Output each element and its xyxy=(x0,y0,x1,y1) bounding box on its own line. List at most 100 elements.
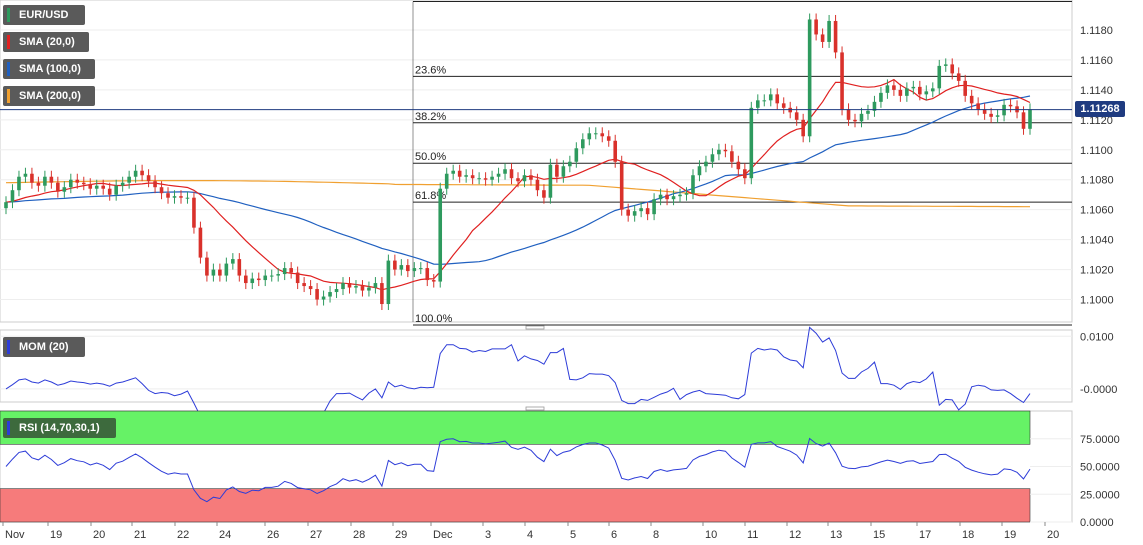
mom-tag[interactable]: MOM (20) xyxy=(3,337,85,357)
rsi-color-bar xyxy=(7,421,10,435)
x-tick-label: 10 xyxy=(705,529,717,541)
candle-body xyxy=(885,85,890,93)
candle-body xyxy=(341,283,345,290)
candle-body xyxy=(250,278,255,284)
candle-body xyxy=(88,184,93,189)
candle-body xyxy=(30,173,34,183)
candle-body xyxy=(75,179,80,183)
x-tick-label: 11 xyxy=(747,529,758,541)
x-tick-label: 5 xyxy=(570,529,576,541)
candle-body xyxy=(730,151,734,162)
sma100-tag[interactable]: SMA (100,0) xyxy=(3,59,95,79)
candle-body xyxy=(470,175,475,179)
mom-tick-label: 0.0100 xyxy=(1080,331,1114,343)
sma100-label: SMA (100,0) xyxy=(19,63,81,75)
candle-body xyxy=(956,73,961,81)
candle-body xyxy=(231,259,235,264)
candle-body xyxy=(892,85,896,90)
candle-body xyxy=(989,113,993,117)
rsi-tick-label: 75.0000 xyxy=(1080,434,1120,446)
price-tick-label: 1.1120 xyxy=(1080,115,1113,127)
candle-body xyxy=(483,178,488,180)
candle-body xyxy=(140,170,144,176)
candle-body xyxy=(969,95,974,104)
candle-body xyxy=(49,176,54,183)
candle-body xyxy=(347,283,352,288)
candle-body xyxy=(224,263,229,276)
sma20-color-bar xyxy=(7,35,10,49)
candle-body xyxy=(905,88,909,96)
candle-body xyxy=(833,20,838,53)
candle-body xyxy=(1028,109,1032,129)
candle-body xyxy=(626,209,630,216)
candle-body xyxy=(10,190,15,203)
x-tick-label: 13 xyxy=(830,529,842,541)
candle-body xyxy=(684,193,689,195)
candle-body xyxy=(555,164,559,177)
fib-label: 23.6% xyxy=(415,64,446,76)
candle-body xyxy=(56,182,60,192)
candle-body xyxy=(289,268,293,273)
x-tick-label: 20 xyxy=(93,529,105,541)
rsi-tag[interactable]: RSI (14,70,30,1) xyxy=(3,418,116,438)
mom-panel-bg xyxy=(0,329,1073,403)
candle-body xyxy=(412,268,417,272)
candle-body xyxy=(399,265,404,270)
candle-body xyxy=(645,208,650,215)
x-tick-label: 12 xyxy=(789,529,801,541)
x-tick-label: Dec xyxy=(433,529,453,541)
candle-body xyxy=(781,103,786,108)
candle-body xyxy=(918,86,922,95)
price-panel-bg xyxy=(0,0,1073,323)
candle-body xyxy=(127,176,131,183)
candle-body xyxy=(393,260,397,270)
x-tick-label: Nov xyxy=(5,529,25,541)
rsi-line xyxy=(5,437,1031,503)
candle-body xyxy=(36,182,41,186)
x-tick-label: 18 xyxy=(962,529,974,541)
candle-body xyxy=(548,164,553,198)
candle-body xyxy=(963,80,967,96)
candle-body xyxy=(924,91,929,95)
sma200-label: SMA (200,0) xyxy=(19,90,81,102)
instrument-tag[interactable]: EUR/USD xyxy=(3,5,85,25)
candle-body xyxy=(438,188,443,282)
candle-body xyxy=(840,52,844,110)
candle-body xyxy=(820,34,825,42)
candle-body xyxy=(691,175,695,194)
x-tick-label: 20 xyxy=(1047,529,1059,541)
sma100-color-bar xyxy=(7,62,10,76)
candle-body xyxy=(995,115,1000,117)
x-tick-label: 21 xyxy=(134,529,146,541)
x-tick-label: 17 xyxy=(919,529,931,541)
fib-label: 38.2% xyxy=(415,111,446,123)
sma20-tag[interactable]: SMA (20,0) xyxy=(3,32,89,52)
sma200-color-bar xyxy=(7,89,10,103)
candle-body xyxy=(205,257,209,276)
price-tick-label: 1.1040 xyxy=(1080,235,1114,247)
candle-body xyxy=(736,161,741,170)
rsi-tick-label: 0.0000 xyxy=(1080,517,1114,529)
candle-body xyxy=(295,272,300,284)
candle-body xyxy=(81,182,86,185)
candle-body xyxy=(334,289,339,293)
sma100-line xyxy=(5,95,1031,265)
candle-body xyxy=(107,188,112,195)
price-tick-label: 1.1060 xyxy=(1080,205,1114,217)
mom-label: MOM (20) xyxy=(19,341,69,353)
x-tick-label: 26 xyxy=(267,529,279,541)
candle-body xyxy=(101,185,106,189)
price-tick-label: 1.1000 xyxy=(1080,295,1114,307)
candle-body xyxy=(406,265,410,272)
price-tick-label: 1.1080 xyxy=(1080,175,1114,187)
rsi-tick-label: 50.0000 xyxy=(1080,462,1120,474)
candle-body xyxy=(276,274,281,276)
sma200-tag[interactable]: SMA (200,0) xyxy=(3,86,95,106)
candle-body xyxy=(898,89,903,96)
candle-body xyxy=(516,178,520,182)
price-tick-label: 1.1160 xyxy=(1080,55,1113,67)
x-tick-label: 27 xyxy=(310,529,322,541)
candle-body xyxy=(872,101,877,111)
candle-body xyxy=(431,280,436,282)
candle-body xyxy=(464,175,468,177)
